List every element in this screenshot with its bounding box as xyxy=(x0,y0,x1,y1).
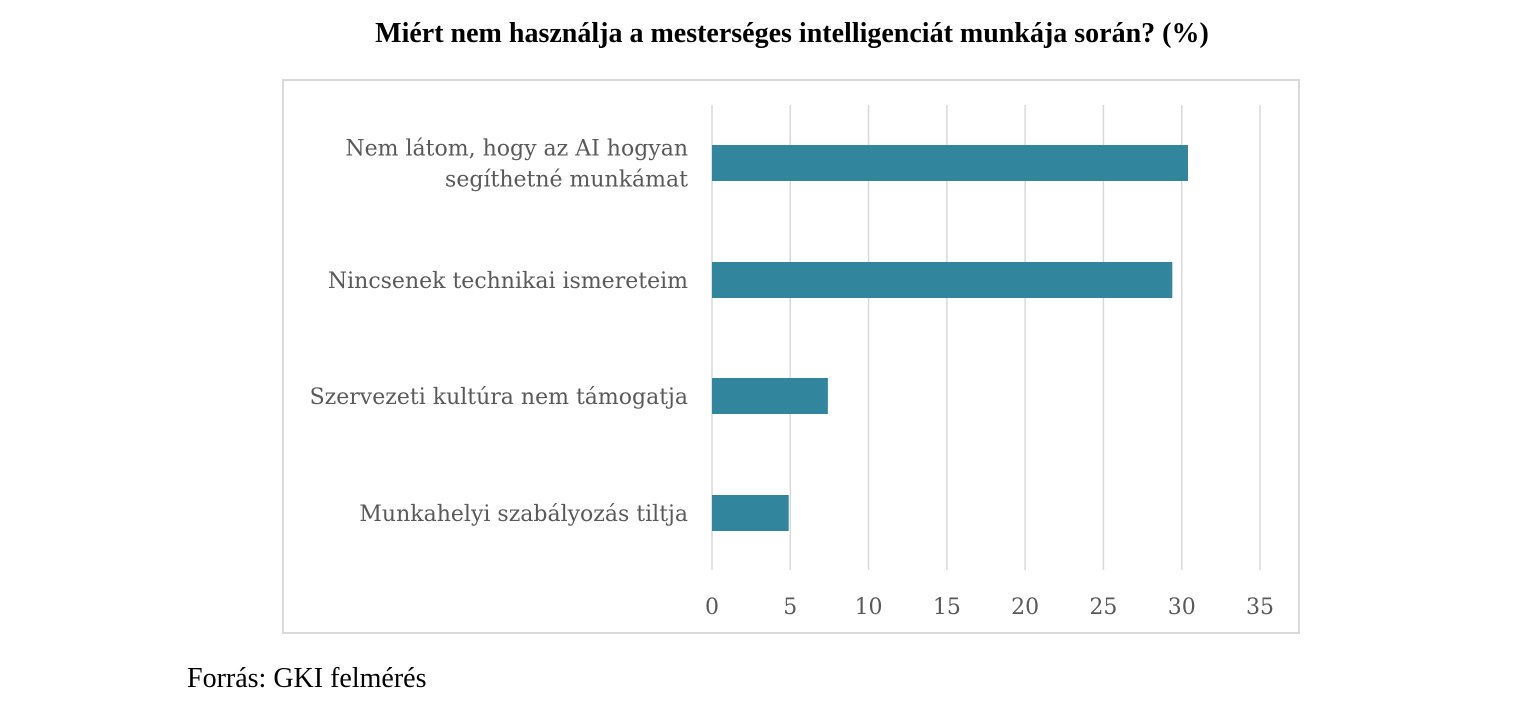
x-tick-label: 15 xyxy=(933,595,961,620)
x-tick-label: 25 xyxy=(1089,595,1117,620)
category-label: segíthetné munkámat xyxy=(445,168,688,193)
bar xyxy=(712,145,1188,181)
chart-title: Miért nem használja a mesterséges intell… xyxy=(375,18,1209,49)
chart-area-frame xyxy=(282,79,1300,634)
x-tick-label: 20 xyxy=(1011,595,1039,620)
x-tick-label: 30 xyxy=(1168,595,1196,620)
bar xyxy=(712,262,1173,298)
category-label: Szervezeti kultúra nem támogatja xyxy=(310,385,688,410)
bar xyxy=(712,378,828,414)
x-tick-label: 5 xyxy=(783,595,797,620)
x-tick-label: 10 xyxy=(855,595,883,620)
bar xyxy=(712,495,789,531)
category-label: Munkahelyi szabályozás tiltja xyxy=(359,502,688,527)
source-note: Forrás: GKI felmérés xyxy=(187,663,427,694)
category-label: Nem látom, hogy az AI hogyan xyxy=(345,137,688,162)
x-tick-label: 0 xyxy=(705,595,719,620)
x-tick-label: 35 xyxy=(1246,595,1274,620)
category-label: Nincsenek technikai ismereteim xyxy=(328,269,688,294)
